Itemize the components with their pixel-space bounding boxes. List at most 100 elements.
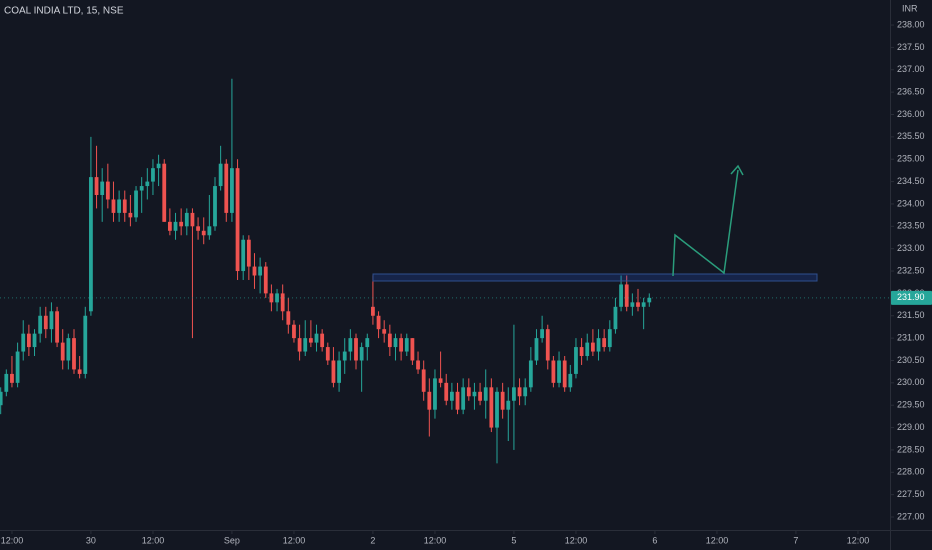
candle-body	[275, 293, 279, 303]
y-tick-label: 236.50	[897, 87, 925, 97]
candle-body	[303, 338, 308, 352]
candle-body	[455, 391, 460, 410]
candle-body	[382, 329, 387, 334]
candle-body	[100, 181, 105, 196]
candle-body	[218, 163, 223, 187]
candle-body	[173, 221, 178, 231]
x-tick-label: 12:00	[847, 535, 870, 545]
candle-body	[94, 177, 99, 196]
y-tick-label: 228.00	[897, 467, 925, 477]
candle-body	[320, 333, 325, 348]
candle-body	[647, 297, 652, 303]
candle-body	[196, 226, 200, 231]
candle-body	[230, 168, 234, 213]
candle-body	[512, 387, 516, 401]
candle-body	[55, 311, 59, 343]
candle-body	[179, 221, 184, 227]
y-tick-label: 236.00	[897, 109, 925, 119]
candle-body	[156, 163, 161, 169]
y-tick-label: 233.50	[897, 221, 925, 231]
candle-body	[630, 302, 635, 307]
candle-body	[551, 360, 556, 383]
candle-body	[500, 391, 505, 410]
candle-body	[574, 347, 578, 374]
y-tick-label: 231.50	[897, 310, 925, 320]
candle-body	[602, 338, 607, 348]
candle-body	[263, 266, 268, 294]
x-tick-label: 6	[652, 535, 657, 545]
candle-body	[15, 351, 20, 383]
candle-body	[184, 212, 189, 227]
candle-body	[151, 168, 155, 182]
candle-body	[365, 338, 370, 348]
candle-body	[427, 391, 432, 410]
y-tick-label: 234.50	[897, 176, 925, 186]
candle-body	[534, 338, 539, 361]
candle-body	[0, 391, 3, 406]
candle-body	[241, 239, 246, 272]
candle-body	[528, 360, 533, 388]
resistance-zone	[372, 273, 818, 282]
y-tick-label: 231.00	[897, 333, 925, 343]
candle-body	[162, 163, 167, 222]
candle-body	[213, 186, 217, 227]
candle-body	[376, 315, 381, 330]
candle-body	[607, 329, 612, 348]
candle-body	[190, 212, 195, 227]
candle-body	[619, 284, 623, 307]
candle-body	[342, 351, 347, 361]
candle-body	[472, 391, 477, 397]
candle-body	[421, 369, 426, 392]
x-tick-label: 12:00	[565, 535, 588, 545]
candle-body	[387, 333, 392, 348]
candle-body	[568, 373, 573, 388]
x-tick-label: 7	[793, 535, 798, 545]
y-tick-label: 229.50	[897, 400, 925, 410]
last-price-label: 231.90	[897, 292, 925, 302]
candle-body	[641, 302, 646, 307]
candle-body	[60, 342, 65, 361]
candle-body	[416, 360, 420, 370]
candle-body	[545, 329, 550, 361]
x-tick-label: 12:00	[283, 535, 306, 545]
candle-body	[624, 284, 629, 307]
y-tick-label: 228.50	[897, 444, 925, 454]
candle-body	[77, 369, 82, 374]
projection-path	[672, 169, 739, 277]
candle-body	[21, 333, 26, 352]
candle-body	[252, 266, 257, 276]
candle-body	[134, 190, 138, 218]
candle-body	[489, 387, 494, 428]
y-tick-label: 233.00	[897, 243, 925, 253]
candle-body	[269, 293, 274, 303]
candle-body	[393, 338, 398, 348]
candle-body	[314, 333, 319, 343]
candle-body	[297, 338, 302, 352]
candle-body	[540, 329, 545, 339]
candle-body	[613, 306, 618, 330]
candle-body	[590, 342, 595, 352]
candle-body	[32, 333, 37, 348]
x-tick-label: 2	[370, 535, 375, 545]
symbol-title: COAL INDIA LTD, 15, NSE	[4, 6, 124, 17]
y-tick-label: 237.50	[897, 42, 925, 52]
y-tick-label: 235.00	[897, 154, 925, 164]
candle-body	[139, 186, 144, 191]
candle-body	[117, 199, 122, 213]
candle-body	[466, 387, 471, 397]
candle-body	[483, 387, 488, 401]
candle-body	[523, 387, 528, 397]
candle-body	[585, 342, 590, 357]
candle-body	[433, 378, 437, 410]
candle-body	[461, 387, 466, 410]
candle-body	[517, 387, 522, 397]
candle-body	[111, 199, 116, 213]
candle-body	[506, 400, 511, 410]
y-tick-label: 230.00	[897, 377, 925, 387]
y-tick-label: 232.50	[897, 265, 925, 275]
candle-body	[557, 360, 561, 383]
x-tick-label: 12:00	[1, 535, 24, 545]
